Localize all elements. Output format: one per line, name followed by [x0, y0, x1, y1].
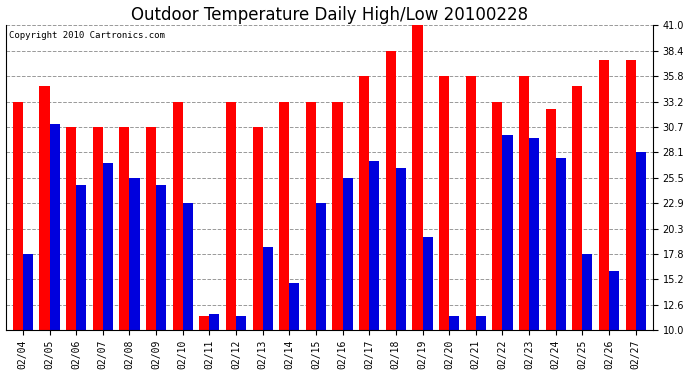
Bar: [39, 86, 50, 375]
Bar: [502, 135, 513, 375]
Bar: [546, 109, 555, 375]
Bar: [396, 168, 406, 375]
Bar: [635, 152, 646, 375]
Bar: [50, 124, 59, 375]
Bar: [156, 184, 166, 375]
Bar: [226, 102, 236, 375]
Bar: [599, 60, 609, 375]
Bar: [253, 126, 263, 375]
Bar: [316, 203, 326, 375]
Bar: [413, 25, 422, 375]
Bar: [449, 316, 460, 375]
Bar: [263, 247, 273, 375]
Bar: [236, 316, 246, 375]
Bar: [582, 254, 593, 375]
Bar: [626, 60, 635, 375]
Bar: [279, 102, 289, 375]
Bar: [493, 102, 502, 375]
Bar: [386, 51, 396, 375]
Bar: [466, 76, 476, 375]
Text: Copyright 2010 Cartronics.com: Copyright 2010 Cartronics.com: [9, 31, 165, 40]
Bar: [609, 271, 619, 375]
Bar: [119, 126, 130, 375]
Bar: [519, 76, 529, 375]
Bar: [369, 161, 380, 375]
Bar: [422, 237, 433, 375]
Bar: [12, 102, 23, 375]
Bar: [23, 254, 33, 375]
Bar: [183, 203, 193, 375]
Bar: [172, 102, 183, 375]
Bar: [529, 138, 539, 375]
Bar: [76, 184, 86, 375]
Bar: [343, 178, 353, 375]
Bar: [476, 316, 486, 375]
Bar: [306, 102, 316, 375]
Bar: [333, 102, 343, 375]
Bar: [66, 126, 76, 375]
Bar: [359, 76, 369, 375]
Bar: [103, 163, 113, 375]
Bar: [289, 283, 299, 375]
Bar: [92, 126, 103, 375]
Bar: [199, 316, 209, 375]
Bar: [130, 178, 139, 375]
Bar: [439, 76, 449, 375]
Bar: [146, 126, 156, 375]
Title: Outdoor Temperature Daily High/Low 20100228: Outdoor Temperature Daily High/Low 20100…: [130, 6, 528, 24]
Bar: [555, 158, 566, 375]
Bar: [572, 86, 582, 375]
Bar: [209, 314, 219, 375]
